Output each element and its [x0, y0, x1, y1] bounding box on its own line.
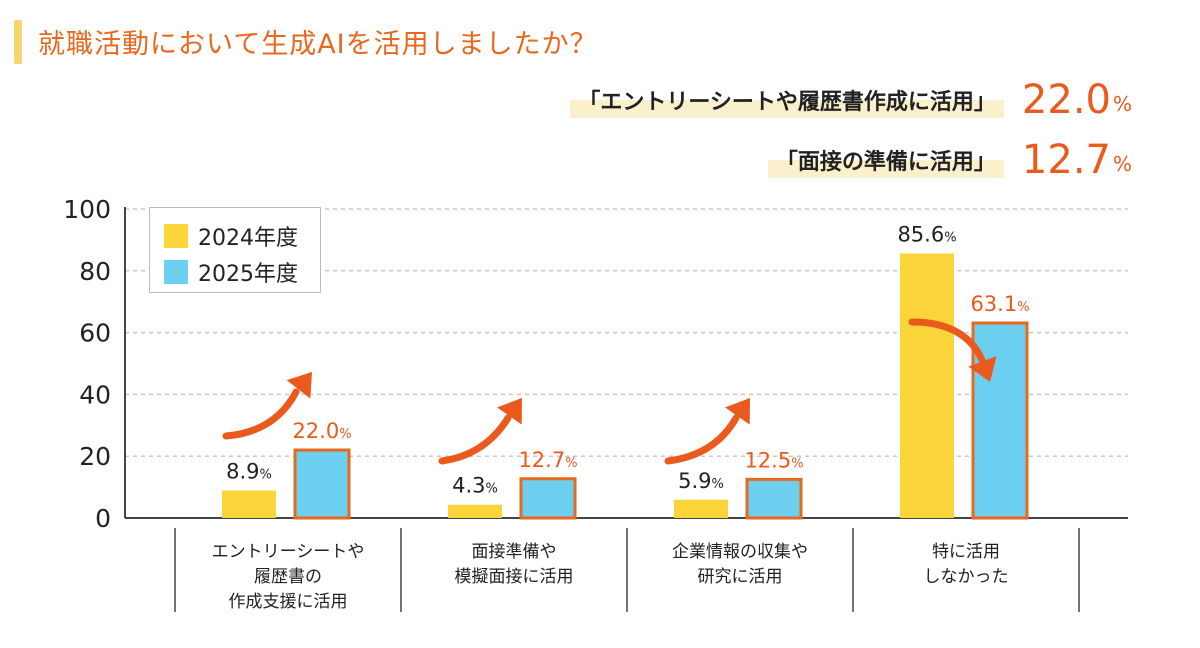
highlight-entry-sheet: 「エントリーシートや履歴書作成に活用」 22.0 % [570, 74, 1132, 126]
legend-item-2025: 2025年度 [164, 256, 298, 288]
category-label-line: 面接準備や [471, 542, 557, 562]
highlight-unit: % [1112, 92, 1132, 116]
bar-2024 [222, 490, 276, 518]
legend-label-2024: 2024年度 [198, 226, 298, 251]
data-label-unit: % [712, 477, 724, 492]
category-label-line: 履歴書の [254, 567, 322, 587]
data-label-unit: % [486, 482, 498, 497]
data-label-unit: % [339, 427, 351, 442]
category-label-line: しなかった [923, 567, 1009, 587]
category-label: エントリーシートや 履歴書の作成支援に活用 [175, 540, 401, 615]
y-tick-label: 0 [95, 504, 111, 533]
bar-2024 [674, 499, 728, 518]
category-label: 企業情報の収集や 研究に活用 [627, 540, 853, 590]
y-tick-label: 60 [79, 319, 111, 348]
data-label-unit: % [944, 230, 956, 245]
data-label: 8.9% [226, 459, 272, 483]
trend-arrow-up [664, 414, 740, 465]
highlight-label: 「面接の準備に活用」 [767, 142, 1004, 178]
legend-label-2025: 2025年度 [198, 262, 298, 287]
data-label-unit: % [791, 456, 803, 471]
trend-arrow-up-head [286, 372, 312, 399]
chart-legend: 2024年度 2025年度 [149, 207, 321, 293]
title-accent-bar [14, 20, 22, 64]
trend-arrow-down [908, 318, 986, 364]
category-label-line: 特に活用 [932, 542, 1000, 562]
bar-2025 [519, 477, 577, 520]
highlight-interview: 「面接の準備に活用」 12.7 % [767, 134, 1132, 186]
y-tick-label: 40 [79, 380, 111, 409]
data-label-unit: % [565, 456, 577, 471]
trend-arrow-up-head [725, 398, 750, 425]
y-tick-label: 100 [63, 195, 111, 224]
y-tick-label: 20 [79, 442, 111, 471]
legend-item-2024: 2024年度 [164, 220, 298, 252]
highlight-value: 12.7 [1021, 137, 1111, 183]
trend-arrow-up [438, 414, 512, 465]
category-label-line: 研究に活用 [697, 567, 783, 587]
data-label-unit: % [1017, 300, 1029, 315]
category-label-line: 作成支援に活用 [228, 592, 348, 612]
legend-swatch-2024 [164, 224, 188, 248]
data-label: 12.7% [518, 448, 577, 472]
data-label: 85.6% [897, 222, 956, 246]
trend-arrow-down-head [968, 356, 997, 382]
data-label-unit: % [260, 467, 272, 482]
category-label-line: 企業情報の収集や [672, 542, 808, 562]
bar-2024 [448, 504, 502, 518]
data-label: 22.0% [292, 419, 351, 443]
data-label: 4.3% [452, 474, 498, 498]
bar-2024 [900, 253, 954, 518]
bar-2025 [293, 448, 351, 520]
category-label: 特に活用 しなかった [853, 540, 1079, 590]
trend-arrow-up-head [497, 398, 522, 425]
highlight-value: 22.0 [1021, 77, 1111, 123]
category-label-line: エントリーシートや [211, 542, 365, 562]
y-tick-label: 80 [79, 257, 111, 286]
data-label: 12.5% [744, 448, 803, 472]
category-label: 面接準備や模擬面接に活用 [401, 540, 627, 590]
trend-arrow-up [222, 388, 300, 440]
data-label: 63.1% [970, 292, 1029, 316]
data-label: 5.9% [678, 469, 724, 493]
bar-2025 [971, 321, 1029, 520]
legend-swatch-2025 [164, 260, 188, 284]
highlight-unit: % [1112, 152, 1132, 176]
bar-2025 [745, 477, 803, 520]
category-label-line: 模擬面接に活用 [454, 567, 574, 587]
highlight-label: 「エントリーシートや履歴書作成に活用」 [570, 82, 1004, 118]
page-title: 就職活動において生成AIを活用しましたか？ [38, 29, 598, 60]
